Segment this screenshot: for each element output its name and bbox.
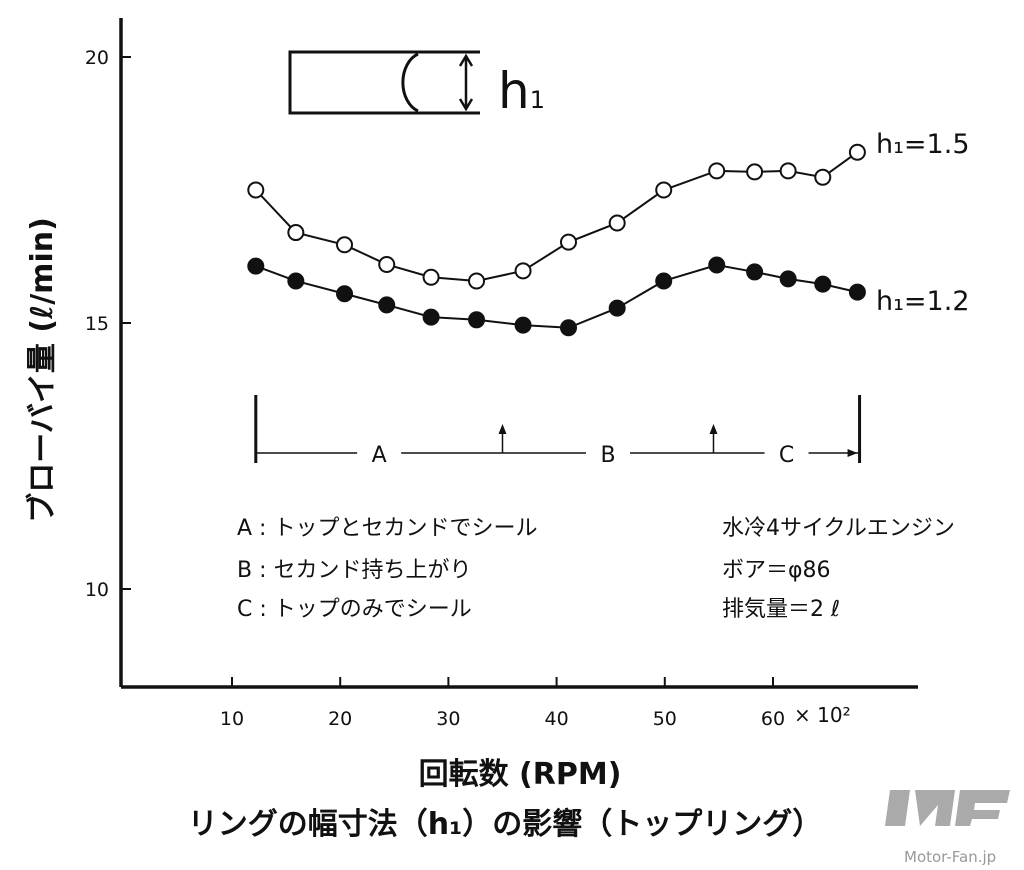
watermark-text: Motor-Fan.jp	[904, 848, 996, 866]
data-point	[814, 168, 832, 186]
data-point	[336, 285, 354, 303]
chart-title: リングの幅寸法（h₁）の影響（トップリング）	[188, 807, 823, 842]
y-tick-label: 15	[85, 313, 109, 335]
data-point	[422, 268, 440, 286]
region-brackets: A B C	[254, 395, 862, 468]
y-tick-label: 10	[85, 579, 109, 601]
data-point	[746, 263, 764, 281]
data-point	[514, 262, 532, 280]
y-axis-label: ブローバイ量 (ℓ/min)	[25, 217, 60, 523]
data-point	[746, 163, 764, 181]
data-point	[560, 319, 578, 337]
series-line-0	[255, 151, 858, 282]
x-tick-label: 50	[653, 708, 677, 730]
data-point	[779, 270, 797, 288]
data-point	[378, 296, 396, 314]
x-tick-label: 40	[545, 708, 569, 730]
x-axis-label: 回転数 (RPM)	[419, 757, 622, 792]
arrow-head-icon	[498, 424, 507, 434]
note-displacement: 排気量＝2 ℓ	[722, 597, 840, 622]
data-point	[422, 308, 440, 326]
data-point	[655, 181, 673, 199]
note-c: C : トップのみでシール	[237, 597, 472, 622]
series-label-h1-1-5: h₁=1.5	[876, 129, 970, 160]
x-tick-label: 10	[220, 708, 244, 730]
note-engine: 水冷4サイクルエンジン	[722, 516, 955, 541]
data-point	[608, 214, 626, 232]
watermark-logo: Motor-Fan.jp	[885, 790, 1010, 866]
data-point	[608, 299, 626, 317]
region-label: C	[779, 443, 794, 468]
data-point	[848, 283, 866, 301]
region-label: B	[600, 443, 615, 468]
y-tick-label: 20	[85, 47, 109, 69]
data-point	[848, 143, 866, 161]
note-bore: ボア＝φ86	[722, 558, 831, 583]
data-point	[287, 224, 305, 242]
arrow-head-icon	[709, 424, 718, 434]
data-point	[287, 272, 305, 290]
inset-diagram	[288, 50, 480, 115]
region-label: A	[372, 443, 387, 468]
data-point	[655, 272, 673, 290]
data-point	[336, 236, 354, 254]
inset-label: h1	[498, 62, 545, 120]
series-label-h1-1-2: h₁=1.2	[876, 286, 970, 317]
data-point	[779, 162, 797, 180]
data-point	[514, 316, 532, 334]
data-point	[814, 275, 832, 293]
arrow-head-icon	[847, 449, 858, 457]
data-point	[560, 233, 578, 251]
x-tick-label: 20	[328, 708, 352, 730]
data-point	[708, 162, 726, 180]
data-point	[247, 181, 265, 199]
note-b: B : セカンド持ち上がり	[237, 558, 472, 583]
data-point	[468, 311, 486, 329]
x-tick-label: 60	[761, 708, 785, 730]
data-point	[378, 255, 396, 273]
x-tick-label: 30	[436, 708, 460, 730]
data-point	[708, 256, 726, 274]
x-unit-label: × 10²	[794, 703, 851, 727]
data-point	[247, 257, 265, 275]
note-a: A : トップとセカンドでシール	[237, 516, 537, 541]
data-point	[468, 272, 486, 290]
